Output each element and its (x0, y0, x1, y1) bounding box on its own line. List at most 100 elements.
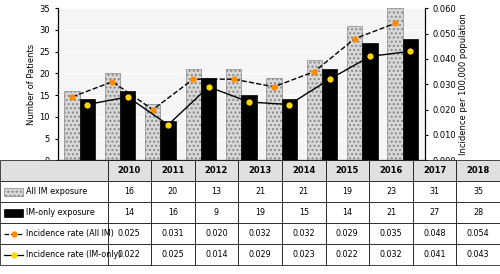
Bar (0, 244, 108, 266)
Text: 28: 28 (473, 209, 484, 217)
Bar (238, 223, 282, 244)
Bar (108, 181, 151, 202)
Bar (347, 25, 362, 160)
Bar (413, 160, 457, 181)
Bar (194, 202, 238, 223)
Bar (238, 244, 282, 266)
Text: 2016: 2016 (380, 166, 402, 175)
Bar (160, 121, 176, 160)
Bar (369, 181, 413, 202)
Text: 16: 16 (168, 209, 178, 217)
Text: 16: 16 (124, 187, 134, 196)
Bar (151, 181, 194, 202)
Bar (456, 244, 500, 266)
Text: 15: 15 (298, 209, 309, 217)
Bar (0, 223, 108, 244)
Text: 0.014: 0.014 (206, 250, 228, 259)
Text: 0.029: 0.029 (249, 250, 272, 259)
Text: Incidence rate (All IM): Incidence rate (All IM) (26, 229, 115, 238)
Text: IM-only exposure: IM-only exposure (26, 209, 95, 217)
Bar (241, 95, 256, 160)
Text: 2013: 2013 (248, 166, 272, 175)
Bar (456, 202, 500, 223)
Text: 19: 19 (342, 187, 352, 196)
Text: 0.023: 0.023 (292, 250, 315, 259)
Bar (238, 160, 282, 181)
Text: Incidence rate (IM-only): Incidence rate (IM-only) (26, 250, 122, 259)
Bar (194, 181, 238, 202)
Text: 2011: 2011 (161, 166, 184, 175)
Bar (326, 244, 369, 266)
Text: 14: 14 (124, 209, 134, 217)
Text: 0.032: 0.032 (292, 229, 315, 238)
Bar (0, 181, 108, 202)
Bar (266, 78, 281, 160)
Text: 0.032: 0.032 (249, 229, 272, 238)
Bar (120, 91, 136, 160)
Bar (388, 8, 403, 160)
Bar (4, 209, 23, 217)
Bar (80, 99, 95, 160)
Text: 21: 21 (255, 187, 265, 196)
Bar (282, 160, 326, 181)
Bar (403, 39, 418, 160)
Bar (326, 160, 369, 181)
Bar (108, 244, 151, 266)
Text: 35: 35 (473, 187, 484, 196)
Bar (413, 181, 457, 202)
Text: 21: 21 (386, 209, 396, 217)
Text: 0.035: 0.035 (380, 229, 402, 238)
Bar (413, 202, 457, 223)
Bar (413, 244, 457, 266)
Text: 2014: 2014 (292, 166, 316, 175)
Text: 27: 27 (430, 209, 440, 217)
Bar (194, 160, 238, 181)
Text: 2010: 2010 (118, 166, 141, 175)
Text: 20: 20 (168, 187, 178, 196)
Bar (105, 73, 120, 160)
Bar (64, 91, 80, 160)
Bar (282, 244, 326, 266)
Bar (151, 223, 194, 244)
Y-axis label: Number of Patients: Number of Patients (28, 44, 36, 125)
Text: 0.031: 0.031 (162, 229, 184, 238)
Text: 9: 9 (214, 209, 219, 217)
Bar (201, 78, 216, 160)
Bar (108, 160, 151, 181)
Bar (322, 69, 338, 160)
Bar (306, 60, 322, 160)
Text: 2018: 2018 (466, 166, 490, 175)
Text: 0.022: 0.022 (118, 250, 141, 259)
Bar (194, 244, 238, 266)
Bar (186, 69, 201, 160)
Text: 0.041: 0.041 (424, 250, 446, 259)
Bar (151, 160, 194, 181)
Bar (145, 104, 160, 160)
Bar (108, 223, 151, 244)
Bar (151, 244, 194, 266)
Text: 0.025: 0.025 (118, 229, 141, 238)
Text: 0.043: 0.043 (467, 250, 489, 259)
Bar (369, 160, 413, 181)
Bar (456, 223, 500, 244)
Text: All IM exposure: All IM exposure (26, 187, 88, 196)
Text: 2017: 2017 (423, 166, 446, 175)
Bar (226, 69, 241, 160)
Bar (0, 202, 108, 223)
Bar (282, 99, 297, 160)
Text: 0.025: 0.025 (162, 250, 184, 259)
Bar (362, 43, 378, 160)
Bar (369, 202, 413, 223)
Text: 0.020: 0.020 (205, 229, 228, 238)
Text: 0.032: 0.032 (380, 250, 402, 259)
Bar (282, 202, 326, 223)
Bar (282, 223, 326, 244)
Bar (326, 181, 369, 202)
Bar (194, 223, 238, 244)
Text: 0.029: 0.029 (336, 229, 358, 238)
Bar (0, 160, 108, 181)
Bar (369, 223, 413, 244)
Bar (326, 223, 369, 244)
Bar (456, 181, 500, 202)
Text: 2012: 2012 (205, 166, 228, 175)
